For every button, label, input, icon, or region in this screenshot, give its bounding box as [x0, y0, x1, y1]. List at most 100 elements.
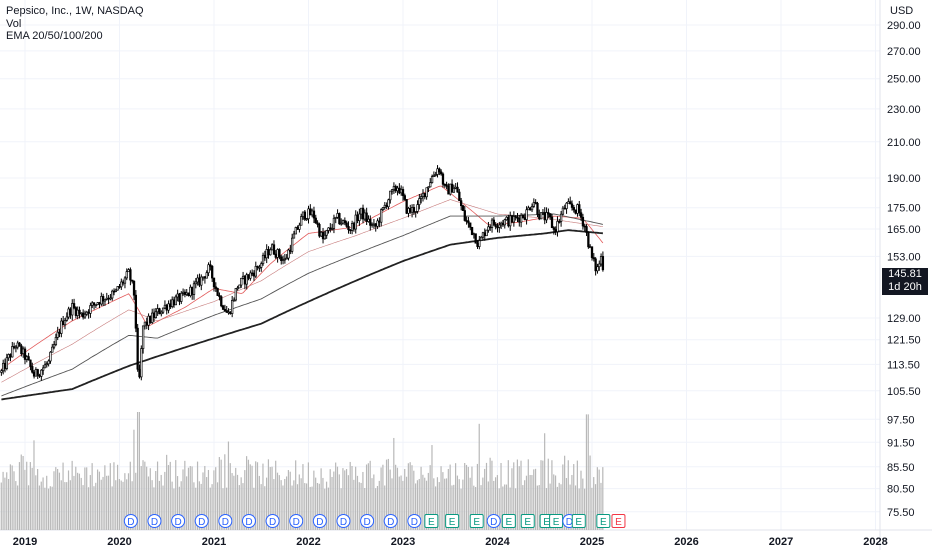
candle-body[interactable]: [292, 233, 296, 239]
candle-body[interactable]: [62, 320, 65, 326]
candle-body[interactable]: [20, 345, 23, 355]
candle-body[interactable]: [596, 266, 599, 272]
candle-body[interactable]: [234, 288, 237, 301]
candle-body[interactable]: [218, 295, 221, 298]
candle-body[interactable]: [60, 320, 63, 334]
candle-body[interactable]: [280, 256, 283, 261]
candle-body[interactable]: [587, 232, 590, 248]
candle-body[interactable]: [316, 222, 319, 225]
candle-body[interactable]: [223, 309, 227, 312]
candle-body[interactable]: [143, 321, 147, 327]
candle-body[interactable]: [559, 213, 563, 222]
candle-body[interactable]: [499, 222, 503, 226]
candle-body[interactable]: [452, 187, 456, 193]
candle-body[interactable]: [492, 219, 496, 225]
candle-body[interactable]: [34, 369, 38, 377]
candle-body[interactable]: [360, 207, 363, 215]
candle-body[interactable]: [334, 216, 337, 219]
candle-body[interactable]: [103, 298, 107, 302]
candle-body[interactable]: [590, 246, 594, 258]
candle-body[interactable]: [174, 296, 177, 306]
candle-body[interactable]: [123, 277, 127, 284]
candle-body[interactable]: [445, 184, 448, 187]
candle-body[interactable]: [16, 342, 19, 348]
candle-body[interactable]: [231, 300, 234, 314]
dividend-marker[interactable]: D: [407, 514, 422, 528]
candle-body[interactable]: [545, 212, 548, 221]
candle-body[interactable]: [243, 275, 247, 285]
candle-body[interactable]: [198, 277, 201, 286]
candle-body[interactable]: [414, 211, 417, 213]
candle-body[interactable]: [320, 231, 323, 237]
candle-body[interactable]: [261, 254, 265, 265]
candle-body[interactable]: [352, 223, 356, 230]
candle-body[interactable]: [485, 229, 488, 237]
candle-body[interactable]: [447, 185, 450, 195]
candle-body[interactable]: [249, 272, 252, 279]
candle-body[interactable]: [120, 281, 123, 288]
candle-body[interactable]: [601, 256, 605, 271]
candle-body[interactable]: [111, 290, 114, 299]
candle-body[interactable]: [160, 311, 163, 315]
candle-body[interactable]: [325, 230, 328, 236]
candle-body[interactable]: [347, 225, 350, 231]
earnings-marker[interactable]: E: [549, 514, 564, 528]
candle-body[interactable]: [45, 363, 48, 366]
candle-body[interactable]: [78, 309, 81, 314]
candle-body[interactable]: [370, 224, 374, 226]
candle-body[interactable]: [187, 292, 190, 297]
candle-body[interactable]: [567, 201, 570, 204]
candle-body[interactable]: [343, 220, 346, 224]
candle-body[interactable]: [460, 200, 463, 207]
candle-body[interactable]: [558, 221, 561, 223]
candle-body[interactable]: [427, 186, 430, 189]
candle-body[interactable]: [65, 316, 68, 321]
candle-body[interactable]: [487, 226, 490, 231]
candle-body[interactable]: [420, 196, 423, 199]
candle-body[interactable]: [36, 369, 39, 376]
candle-body[interactable]: [318, 224, 321, 237]
candle-body[interactable]: [49, 351, 52, 362]
candle-body[interactable]: [310, 210, 314, 216]
candle-body[interactable]: [579, 212, 583, 218]
candle-body[interactable]: [176, 293, 179, 298]
candle-body[interactable]: [479, 236, 483, 241]
candle-body[interactable]: [129, 269, 132, 281]
candle-body[interactable]: [125, 271, 128, 279]
candle-body[interactable]: [516, 216, 519, 219]
candle-body[interactable]: [25, 356, 28, 360]
candlestick-series[interactable]: [0, 165, 605, 381]
candle-body[interactable]: [383, 204, 386, 208]
candle-body[interactable]: [440, 171, 443, 175]
candle-body[interactable]: [338, 213, 341, 225]
candle-body[interactable]: [98, 302, 101, 305]
candle-body[interactable]: [91, 302, 94, 306]
candle-body[interactable]: [96, 302, 99, 305]
candle-body[interactable]: [345, 222, 348, 227]
candle-body[interactable]: [563, 207, 566, 210]
candle-body[interactable]: [476, 242, 479, 247]
candle-body[interactable]: [274, 253, 277, 258]
candle-body[interactable]: [300, 216, 303, 226]
candle-body[interactable]: [490, 219, 494, 228]
candle-body[interactable]: [478, 240, 481, 247]
future_earnings-marker[interactable]: E: [611, 514, 626, 528]
dividend-marker[interactable]: D: [147, 514, 162, 528]
candle-body[interactable]: [481, 232, 485, 238]
candle-body[interactable]: [443, 183, 446, 186]
earnings-marker[interactable]: E: [424, 514, 439, 528]
candle-body[interactable]: [449, 183, 452, 195]
candle-body[interactable]: [256, 265, 259, 268]
candle-body[interactable]: [501, 222, 505, 226]
candle-body[interactable]: [576, 204, 579, 214]
candle-body[interactable]: [167, 303, 170, 311]
candle-body[interactable]: [236, 287, 239, 290]
candle-body[interactable]: [425, 187, 428, 198]
candle-body[interactable]: [191, 286, 194, 295]
candle-body[interactable]: [289, 249, 292, 252]
candle-body[interactable]: [467, 220, 470, 224]
candle-body[interactable]: [541, 212, 545, 214]
candle-body[interactable]: [87, 311, 90, 314]
candle-body[interactable]: [2, 362, 5, 372]
